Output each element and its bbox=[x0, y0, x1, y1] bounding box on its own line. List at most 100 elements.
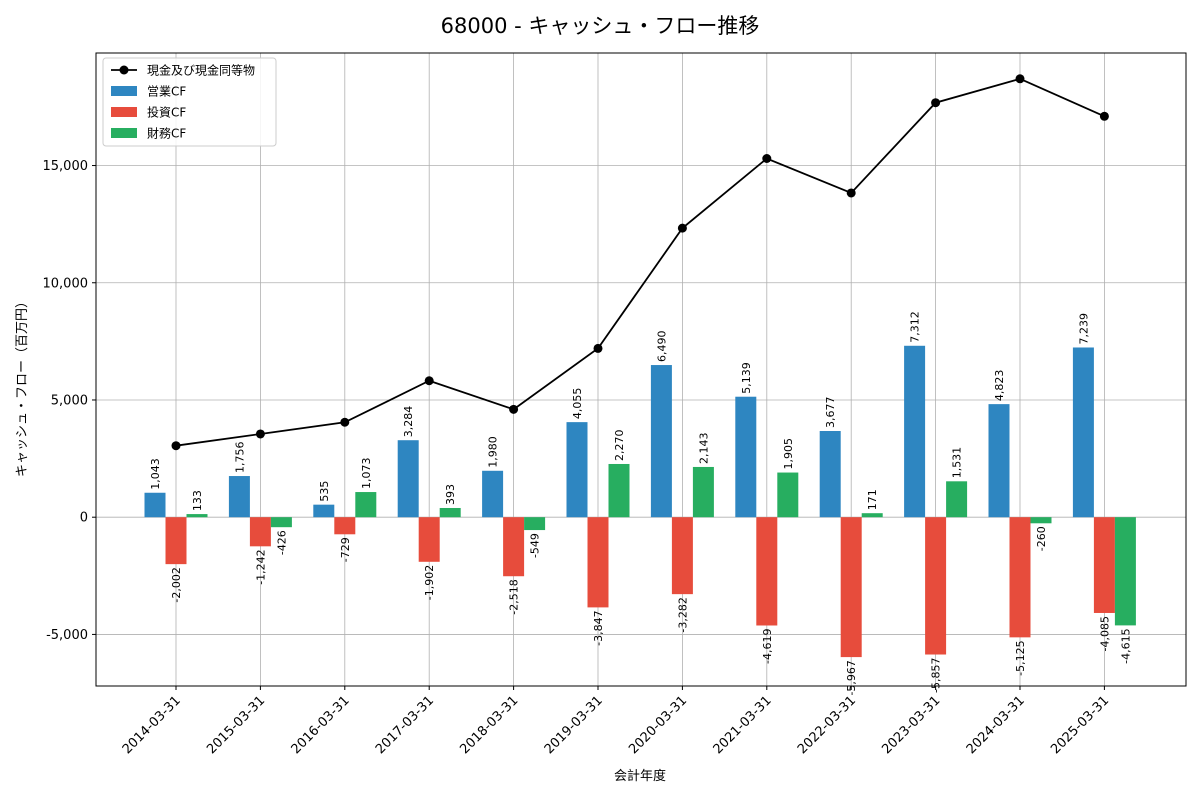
bar-value-label: 1,043 bbox=[149, 458, 162, 490]
cash-point bbox=[340, 417, 350, 427]
legend-bar-swatch bbox=[111, 107, 137, 117]
bar-value-label: -5,967 bbox=[845, 660, 858, 695]
bar-value-label: -549 bbox=[529, 533, 542, 558]
bar bbox=[397, 440, 419, 518]
bar bbox=[988, 404, 1010, 518]
plot-frame bbox=[95, 52, 1187, 687]
bar bbox=[334, 517, 356, 535]
bar bbox=[925, 517, 947, 655]
cash-point bbox=[846, 188, 856, 198]
bar bbox=[228, 476, 250, 518]
chart-title: 68000 - キャッシュ・フロー推移 bbox=[441, 14, 760, 38]
bar bbox=[1072, 347, 1094, 518]
bar bbox=[735, 396, 757, 518]
bar-value-label: 171 bbox=[866, 489, 879, 510]
bar-value-label: 3,284 bbox=[402, 406, 415, 438]
bar bbox=[249, 517, 271, 547]
bar bbox=[756, 517, 778, 626]
bar-value-label: 7,239 bbox=[1077, 313, 1090, 345]
cash-point bbox=[509, 404, 519, 414]
bar-value-label: 1,905 bbox=[782, 438, 795, 470]
bar-value-label: -3,847 bbox=[592, 610, 605, 645]
bar-value-label: 1,756 bbox=[233, 442, 246, 474]
bar-labels-layer: 1,043 1,756 535 3,284 1,980 4,055 6,490 5,139 3,… bbox=[149, 311, 1132, 695]
bar-value-label: 6,490 bbox=[655, 331, 668, 363]
bar bbox=[1093, 517, 1115, 613]
bar-value-label: -426 bbox=[275, 530, 288, 555]
bar bbox=[144, 492, 166, 518]
bar bbox=[418, 517, 440, 562]
cash-point bbox=[762, 154, 772, 163]
bar-value-label: 393 bbox=[444, 484, 457, 505]
cash-point bbox=[424, 376, 434, 386]
bar bbox=[692, 466, 714, 518]
x-axis-label: 会計年度 bbox=[614, 768, 666, 784]
cash-point bbox=[1015, 74, 1025, 84]
bar-value-label: -1,242 bbox=[254, 549, 267, 584]
bar-value-label: -4,619 bbox=[761, 628, 774, 663]
bar bbox=[165, 517, 187, 565]
legend-box bbox=[102, 57, 277, 147]
legend-label: 財務CF bbox=[147, 126, 186, 141]
bar-value-label: -729 bbox=[339, 537, 352, 562]
bar-value-label: -5,857 bbox=[930, 658, 943, 693]
legend-label: 投資CF bbox=[147, 105, 186, 120]
bar bbox=[608, 463, 630, 518]
bar-value-label: 3,677 bbox=[824, 396, 837, 428]
bar-value-label: -5,125 bbox=[1014, 640, 1027, 675]
bar-value-label: 4,823 bbox=[993, 370, 1006, 402]
bar bbox=[650, 365, 672, 518]
legend-label: 営業CF bbox=[147, 85, 186, 99]
bar bbox=[186, 514, 208, 518]
bar bbox=[861, 513, 883, 518]
bar-value-label: -2,518 bbox=[508, 579, 521, 614]
legend-bar-swatch bbox=[111, 128, 137, 138]
bar-value-label: 5,139 bbox=[740, 362, 753, 394]
bar bbox=[587, 517, 609, 608]
bar bbox=[840, 517, 862, 658]
bar-value-label: -4,085 bbox=[1098, 616, 1111, 651]
bar bbox=[819, 430, 841, 518]
legend-bar-swatch bbox=[111, 86, 137, 96]
bar-value-label: -4,615 bbox=[1119, 628, 1132, 663]
bar-value-label: 133 bbox=[191, 490, 204, 511]
bar-value-label: -3,282 bbox=[676, 597, 689, 632]
cash-point bbox=[1099, 111, 1109, 121]
y-tick-label: 10,000 bbox=[43, 276, 89, 291]
bar bbox=[270, 517, 292, 528]
cash-point bbox=[171, 441, 181, 451]
bar-value-label: 2,143 bbox=[697, 432, 710, 464]
line-layer bbox=[171, 74, 1109, 451]
bar-value-label: 2,270 bbox=[613, 429, 626, 461]
bar bbox=[904, 345, 926, 518]
legend-label: 現金及び現金同等物 bbox=[147, 63, 255, 78]
y-tick-label: 0 bbox=[80, 511, 88, 526]
bar bbox=[1030, 517, 1052, 524]
bar bbox=[566, 422, 588, 518]
bar-value-label: -1,902 bbox=[423, 565, 436, 600]
bar-value-label: 535 bbox=[318, 481, 331, 502]
bars-layer bbox=[144, 345, 1136, 658]
cash-point bbox=[255, 429, 265, 439]
bar bbox=[355, 492, 377, 518]
bar bbox=[777, 472, 799, 518]
bar bbox=[439, 507, 461, 518]
cash-point bbox=[931, 98, 941, 108]
bar-value-label: -2,002 bbox=[170, 567, 183, 602]
cash-point bbox=[677, 223, 687, 233]
y-tick-label: 15,000 bbox=[43, 159, 89, 174]
cash-point bbox=[593, 343, 603, 353]
bar-value-label: 4,055 bbox=[571, 388, 584, 420]
bar bbox=[503, 517, 525, 577]
bar bbox=[482, 470, 504, 518]
bar bbox=[946, 481, 968, 518]
bar-value-label: 1,980 bbox=[487, 436, 500, 468]
y-tick-label: -5,000 bbox=[46, 628, 88, 643]
bar-value-label: 1,073 bbox=[360, 458, 373, 490]
legend-line-marker bbox=[119, 65, 129, 75]
bar-value-label: 1,531 bbox=[951, 447, 964, 479]
bar bbox=[671, 517, 693, 595]
bar bbox=[313, 504, 335, 518]
